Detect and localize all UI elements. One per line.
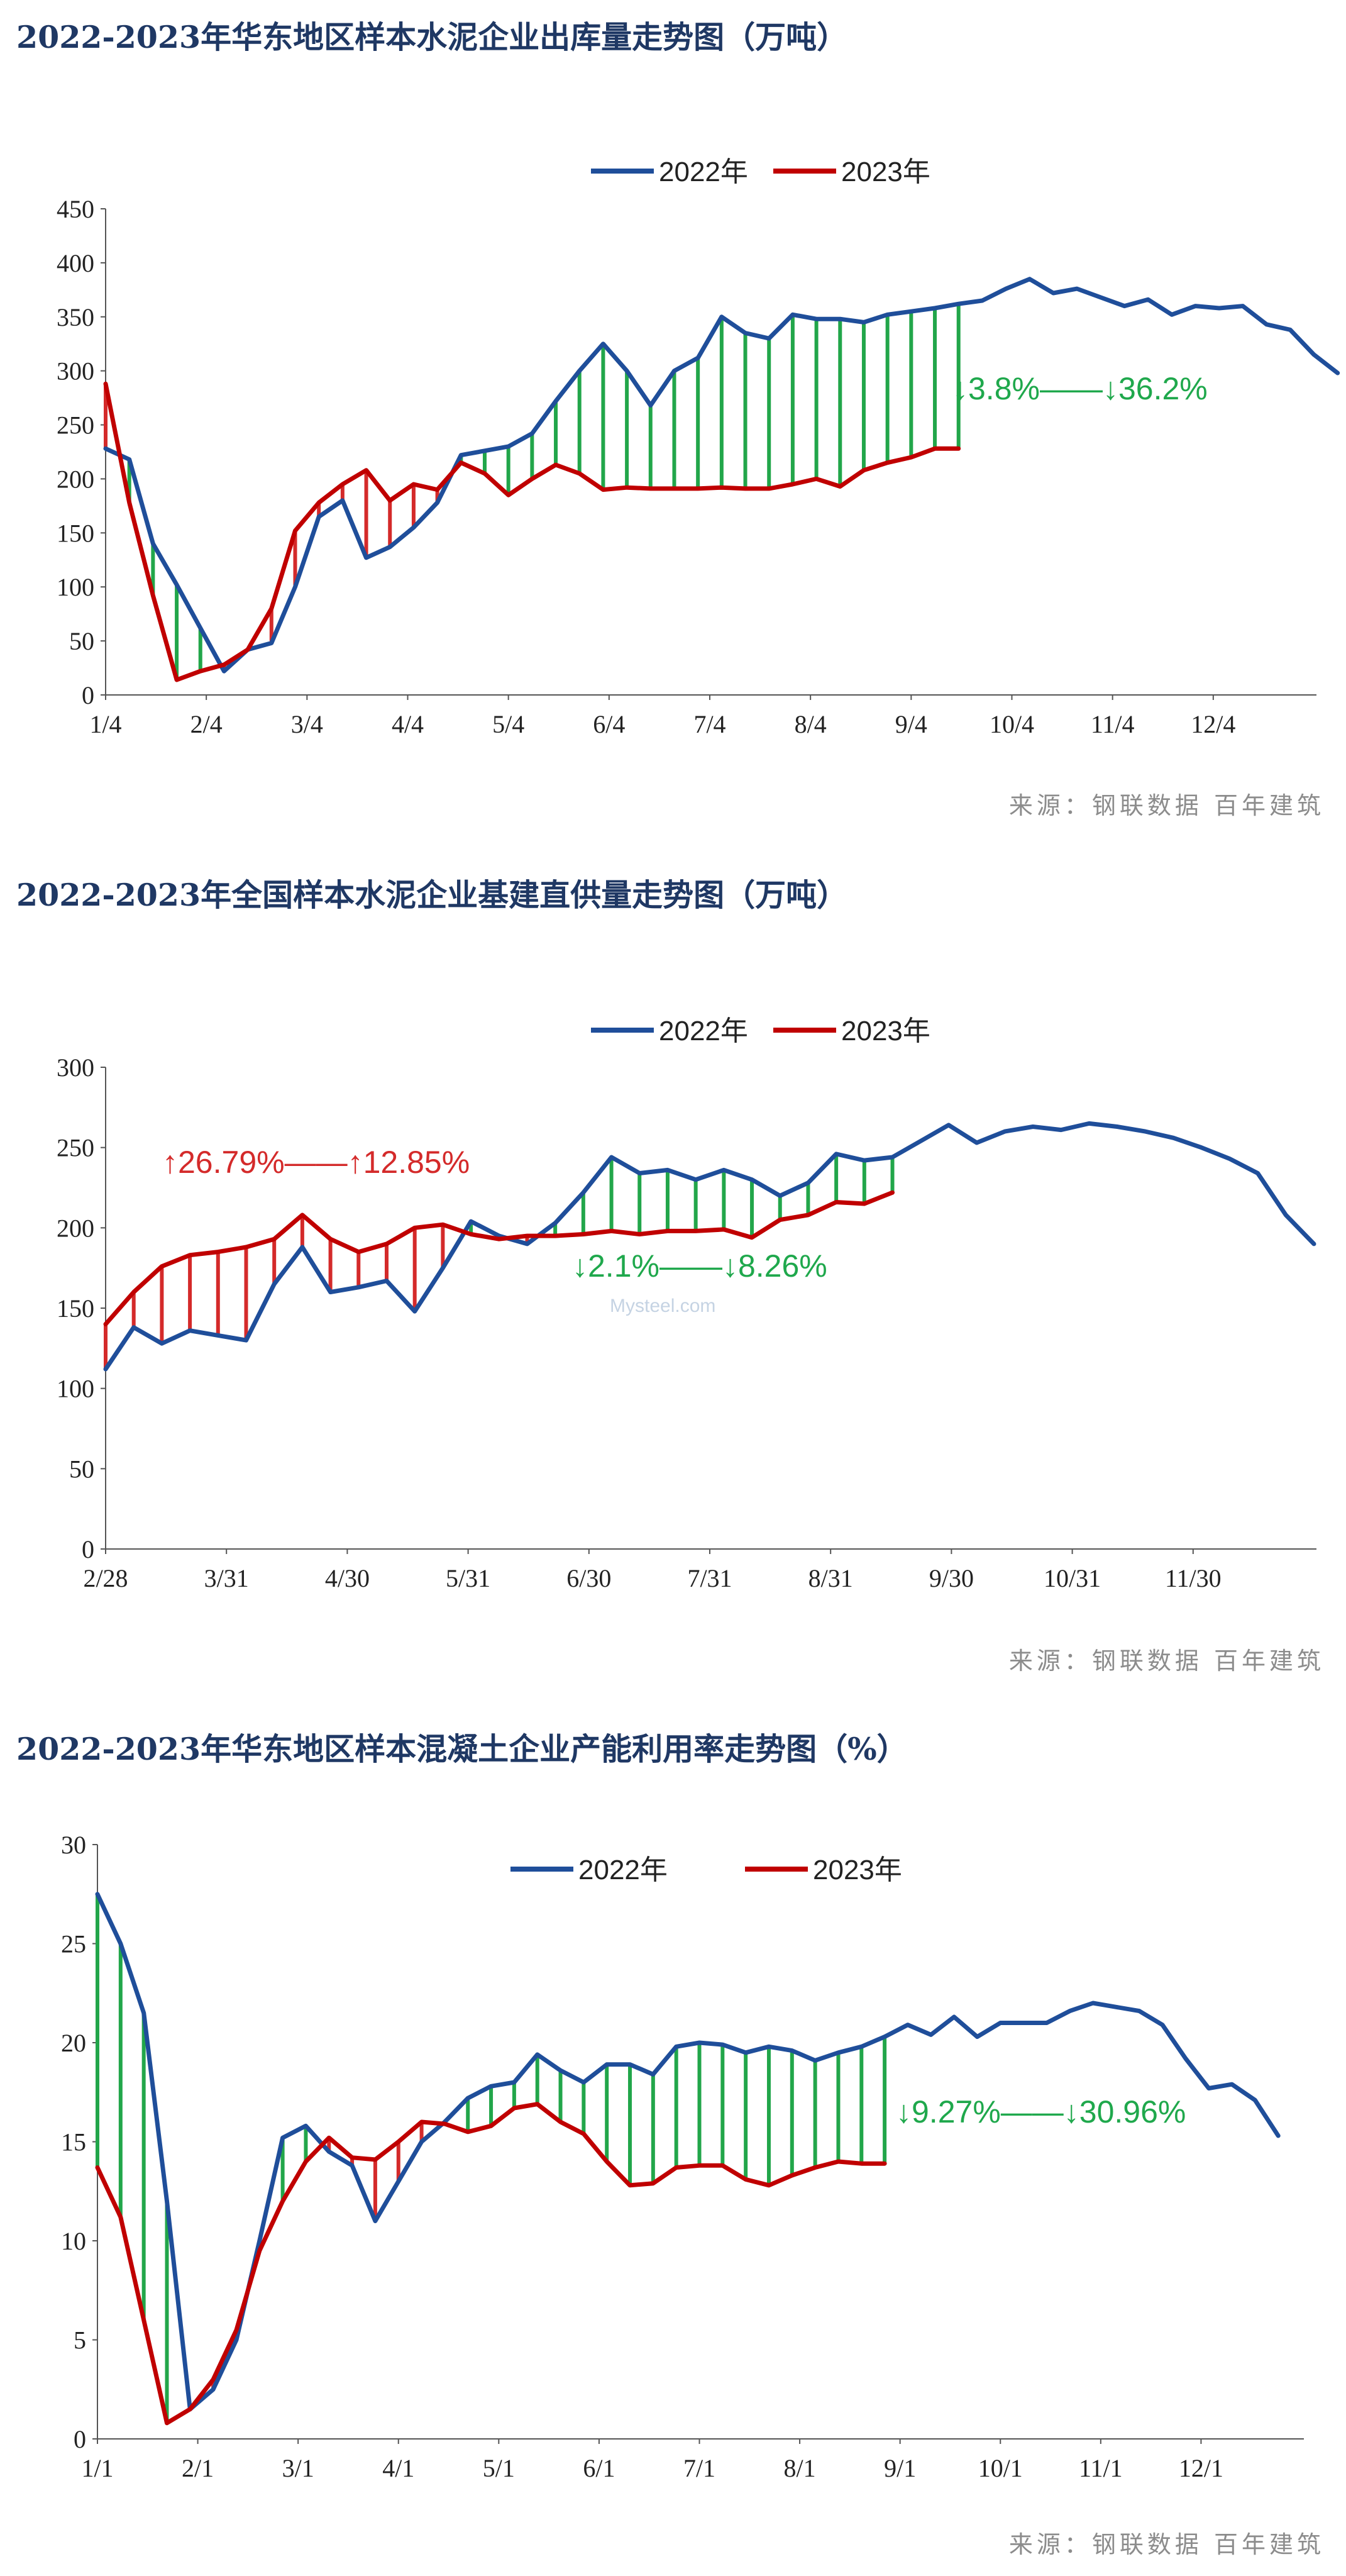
x-tick-label: 6/4	[593, 710, 625, 738]
legend-label: 2022年	[578, 1855, 668, 1885]
series-line	[103, 1190, 895, 1326]
x-tick-label: 6/1	[583, 2454, 615, 2482]
series-line	[95, 1892, 1281, 2412]
y-tick-label: 450	[57, 195, 94, 223]
y-tick-label: 0	[82, 1535, 94, 1563]
y-tick-label: 200	[57, 465, 94, 493]
x-tick-label: 10/1	[978, 2454, 1023, 2482]
x-tick-label: 1/1	[81, 2454, 113, 2482]
legend-label: 2022年	[659, 157, 748, 187]
y-tick-label: 50	[69, 1455, 94, 1483]
x-tick-label: 10/31	[1044, 1564, 1101, 1592]
y-tick-label: 250	[57, 1134, 94, 1162]
chart-panel-3: 2022-2023年华东地区样本混凝土企业产能利用率走势图（%） 0 5 10 15 2…	[0, 1711, 1346, 2576]
y-tick-label: 150	[57, 1294, 94, 1323]
y-tick-label: 5	[74, 2326, 86, 2355]
y-tick-label: 150	[57, 519, 94, 547]
x-tick-label: 9/30	[929, 1564, 974, 1592]
y-tick-label: 300	[57, 357, 94, 386]
annotation-label: ↓3.8%——↓36.2%	[952, 371, 1208, 406]
x-tick-label: 7/4	[693, 710, 725, 738]
x-tick-label: 3/1	[282, 2454, 314, 2482]
chart-title: 2022-2023年华东地区样本混凝土企业产能利用率走势图（%）	[16, 1731, 908, 1767]
x-tick-label: 4/1	[382, 2454, 414, 2482]
chart-source: 来源：钢联数据 百年建筑	[1008, 1647, 1325, 1675]
chart-panel-2: 2022-2023年全国样本水泥企业基建直供量走势图（万吨） 0 50 100 150…	[0, 855, 1346, 1698]
series-line	[103, 381, 961, 682]
x-tick-label: 8/4	[795, 710, 827, 738]
x-tick-label: 4/30	[325, 1564, 370, 1592]
x-tick-label: 11/1	[1079, 2454, 1123, 2482]
x-tick-label: 9/1	[884, 2454, 916, 2482]
x-tick-label: 12/1	[1179, 2454, 1223, 2482]
legend-label: 2023年	[841, 157, 930, 187]
x-tick-label: 4/4	[392, 710, 424, 738]
x-tick-label: 7/1	[683, 2454, 715, 2482]
x-tick-label: 2/28	[83, 1564, 128, 1592]
legend-label: 2022年	[659, 1016, 748, 1046]
series-line	[103, 277, 1340, 674]
chart-svg: 0 5 10 15 20 25 30 1/1 2/1 3/1 4/1 5/1 6/1 7/1 8/1 9/1 1…	[61, 1831, 1304, 2482]
x-tick-label: 5/4	[492, 710, 524, 738]
annotation-label: ↓9.27%——↓30.96%	[896, 2094, 1186, 2129]
x-tick-label: 11/30	[1165, 1564, 1222, 1592]
annotation-label: ↓2.1%——↓8.26%	[572, 1248, 827, 1284]
y-tick-label: 350	[57, 303, 94, 331]
y-tick-label: 0	[74, 2425, 86, 2453]
y-tick-label: 400	[57, 249, 94, 277]
x-tick-label: 8/31	[808, 1564, 853, 1592]
y-tick-label: 15	[61, 2128, 86, 2157]
y-tick-label: 250	[57, 411, 94, 440]
y-tick-label: 100	[57, 1375, 94, 1403]
x-tick-label: 11/4	[1091, 710, 1135, 738]
chart-source: 来源：钢联数据 百年建筑	[1008, 2531, 1325, 2558]
x-tick-label: 6/30	[566, 1564, 611, 1592]
legend-label: 2023年	[813, 1855, 902, 1885]
x-tick-label: 5/31	[446, 1564, 490, 1592]
watermark: Mysteel.com	[610, 1296, 716, 1316]
y-tick-label: 30	[61, 1831, 86, 1859]
x-tick-label: 5/1	[483, 2454, 515, 2482]
y-tick-label: 300	[57, 1053, 94, 1082]
x-tick-label: 7/31	[687, 1564, 732, 1592]
x-tick-label: 2/1	[182, 2454, 214, 2482]
chart-title: 2022-2023年全国样本水泥企业基建直供量走势图（万吨）	[16, 877, 848, 913]
x-tick-label: 12/4	[1191, 710, 1235, 738]
series-line	[95, 2102, 887, 2426]
annotation-label: ↑26.79%——↑12.85%	[162, 1145, 470, 1180]
chart-source: 来源：钢联数据 百年建筑	[1008, 792, 1325, 819]
y-tick-label: 200	[57, 1214, 94, 1242]
y-tick-label: 25	[61, 1930, 86, 1958]
chart-svg: 0 50 100 150 200 250 300 350 400 450 1/4 2/4 3/4 4/4 5…	[57, 157, 1340, 738]
chart-title: 2022-2023年华东地区样本水泥企业出库量走势图（万吨）	[16, 19, 848, 55]
x-tick-label: 3/4	[291, 710, 323, 738]
y-tick-label: 50	[69, 627, 94, 655]
chart-panel-1: 2022-2023年华东地区样本水泥企业出库量走势图（万吨） 0 50 100 150…	[0, 0, 1346, 843]
x-tick-label: 1/4	[89, 710, 121, 738]
series-line	[103, 1121, 1316, 1372]
y-tick-label: 100	[57, 573, 94, 601]
x-tick-label: 9/4	[895, 710, 927, 738]
x-tick-label: 8/1	[784, 2454, 816, 2482]
y-tick-label: 10	[61, 2227, 86, 2255]
y-tick-label: 20	[61, 2029, 86, 2057]
chart-svg: 0 50 100 150 200 250 300 2/28 3/31 4/30 5/31 6/30 7/…	[57, 1016, 1316, 1592]
y-tick-label: 0	[82, 681, 94, 709]
x-tick-label: 2/4	[190, 710, 223, 738]
x-tick-label: 10/4	[990, 710, 1034, 738]
legend-label: 2023年	[841, 1016, 930, 1046]
x-tick-label: 3/31	[204, 1564, 249, 1592]
